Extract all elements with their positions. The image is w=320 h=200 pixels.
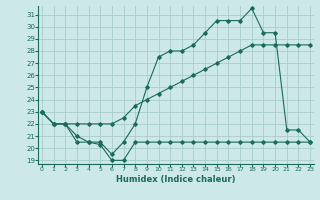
X-axis label: Humidex (Indice chaleur): Humidex (Indice chaleur) [116, 175, 236, 184]
